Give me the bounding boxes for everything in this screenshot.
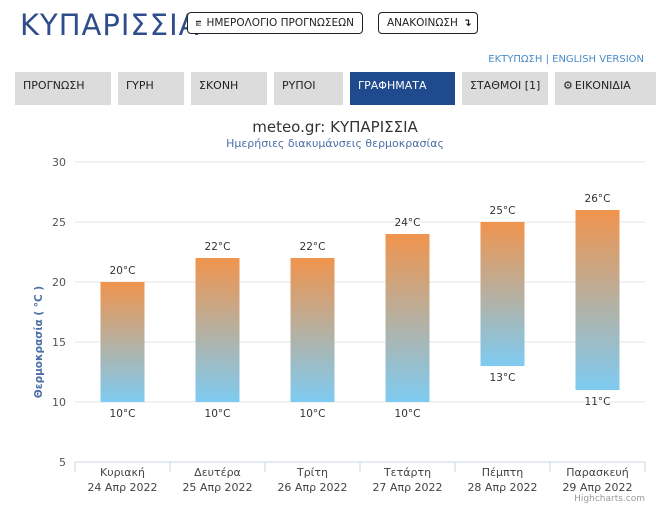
x-tick-date: 29 Απρ 2022 <box>562 481 632 494</box>
tab-label: ΣΤΑΘΜΟΙ [1] <box>470 79 541 92</box>
x-tick-day: Κυριακή <box>100 466 145 479</box>
y-tick-label: 5 <box>59 456 66 469</box>
chart-subtitle: Ημερήσιες διακυμάνσεις θερμοκρασίας <box>226 137 444 150</box>
tab-pollen[interactable]: ΓΥΡΗ <box>118 72 184 105</box>
temperature-range-bar[interactable] <box>480 222 525 366</box>
low-temp-label: 10°C <box>395 408 421 420</box>
y-tick-label: 15 <box>52 336 66 349</box>
print-link[interactable]: ΕΚΤΥΠΩΣΗ <box>488 54 543 65</box>
chart-credit: Highcharts.com <box>574 494 645 504</box>
x-tick-date: 25 Απρ 2022 <box>182 481 252 494</box>
high-temp-label: 20°C <box>110 265 136 277</box>
x-tick-date: 28 Απρ 2022 <box>467 481 537 494</box>
tab-label: ΓΥΡΗ <box>126 79 154 92</box>
calendar-icon <box>196 20 202 26</box>
temperature-range-bar[interactable] <box>290 258 335 402</box>
y-tick-label: 25 <box>52 216 66 229</box>
y-tick-label: 10 <box>52 396 66 409</box>
low-temp-label: 10°C <box>205 408 231 420</box>
temperature-range-bar[interactable] <box>575 210 620 390</box>
tab-label: ΡΥΠΟΙ <box>282 79 316 92</box>
low-temp-label: 10°C <box>300 408 326 420</box>
forecast-calendar-button[interactable]: ΗΜΕΡΟΛΟΓΙΟ ΠΡΟΓΝΩΣΕΩΝ <box>187 12 363 34</box>
tab-graphs[interactable]: ΓΡΑΦΗΜΑΤΑ <box>350 72 455 105</box>
city-title: ΚΥΠΑΡΙΣΣΙΑ <box>20 8 200 42</box>
temperature-range-bar[interactable] <box>195 258 240 402</box>
high-temp-label: 25°C <box>490 205 516 217</box>
announcement-button[interactable]: ΑΝΑΚΟΙΝΩΣΗ ↴ <box>378 12 478 34</box>
x-tick-day: Τετάρτη <box>383 466 431 479</box>
high-temp-label: 22°C <box>205 241 231 253</box>
x-tick-day: Δευτέρα <box>194 466 241 479</box>
announcement-button-label: ΑΝΑΚΟΙΝΩΣΗ <box>387 17 458 29</box>
low-temp-label: 10°C <box>110 408 136 420</box>
temperature-range-bar[interactable] <box>385 234 430 402</box>
tab-dust[interactable]: ΣΚΟΝΗ <box>191 72 267 105</box>
high-temp-label: 24°C <box>395 217 421 229</box>
tab-label: ΣΚΟΝΗ <box>199 79 239 92</box>
low-temp-label: 13°C <box>490 372 516 384</box>
high-temp-label: 26°C <box>585 193 611 205</box>
tab-icons[interactable]: ⚙ ΕΙΚΟΝΙΔΙΑ <box>555 72 656 105</box>
y-tick-label: 20 <box>52 276 66 289</box>
x-tick-day: Τρίτη <box>296 466 328 479</box>
temperature-range-bar[interactable] <box>100 282 145 402</box>
gear-icon: ⚙ <box>563 79 573 92</box>
low-temp-label: 11°C <box>585 396 611 408</box>
x-tick-day: Παρασκευή <box>566 466 629 479</box>
tab-stations[interactable]: ΣΤΑΘΜΟΙ [1] <box>462 72 548 105</box>
tab-forecast[interactable]: ΠΡΟΓΝΩΣΗ <box>15 72 111 105</box>
x-tick-date: 26 Απρ 2022 <box>277 481 347 494</box>
tab-label: ΕΙΚΟΝΙΔΙΑ <box>574 79 631 92</box>
tab-pollutants[interactable]: ΡΥΠΟΙ <box>274 72 343 105</box>
high-temp-label: 22°C <box>300 241 326 253</box>
temperature-chart: meteo.gr: ΚΥΠΑΡΙΣΣΙΑ Ημερήσιες διακυμάνσ… <box>33 118 646 504</box>
x-tick-date: 24 Απρ 2022 <box>87 481 157 494</box>
english-version-link[interactable]: ENGLISH VERSION <box>552 54 644 65</box>
calendar-button-label: ΗΜΕΡΟΛΟΓΙΟ ΠΡΟΓΝΩΣΕΩΝ <box>206 17 354 29</box>
tab-label: ΓΡΑΦΗΜΑΤΑ <box>358 79 427 92</box>
link-separator: | <box>545 54 549 65</box>
top-links: ΕΚΤΥΠΩΣΗ | ENGLISH VERSION <box>488 54 644 65</box>
y-tick-label: 30 <box>52 156 66 169</box>
x-tick-day: Πέμπτη <box>482 466 523 479</box>
x-tick-date: 27 Απρ 2022 <box>372 481 442 494</box>
down-arrow-icon: ↴ <box>462 17 472 29</box>
tab-label: ΠΡΟΓΝΩΣΗ <box>23 79 85 92</box>
y-axis-title: Θερμοκρασία ( °C ) <box>33 286 45 398</box>
chart-title: meteo.gr: ΚΥΠΑΡΙΣΣΙΑ <box>252 118 418 136</box>
